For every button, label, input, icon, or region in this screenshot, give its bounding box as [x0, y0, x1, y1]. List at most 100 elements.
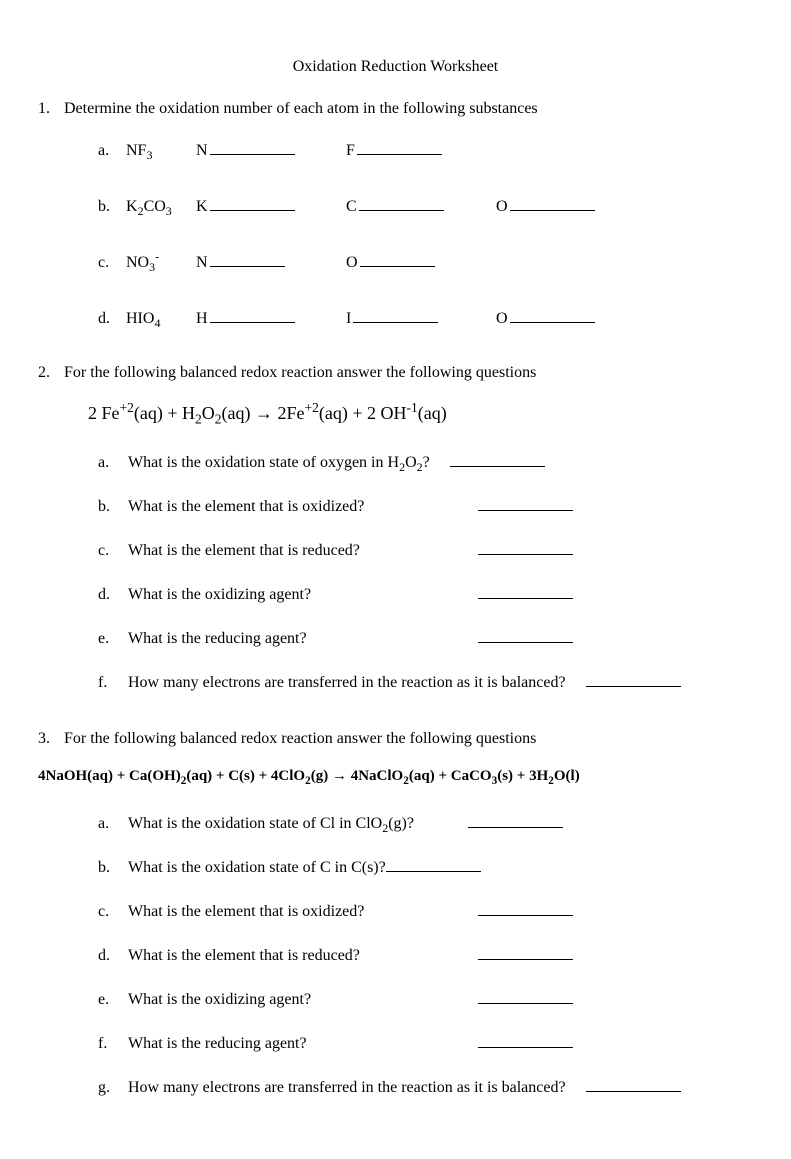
q3-text: For the following balanced redox reactio… [64, 730, 536, 747]
worksheet-page: Oxidation Reduction Worksheet 1. Determi… [0, 0, 791, 1159]
q2e-text: What is the reducing agent? [128, 630, 458, 648]
q3-number: 3. [38, 728, 60, 750]
blank [210, 250, 285, 267]
q3-sub-f: f. What is the reducing agent? [38, 1031, 753, 1053]
q1-number: 1. [38, 98, 60, 120]
q2-equation: 2 Fe+2(aq) + H2O2(aq) → 2Fe+2(aq) + 2 OH… [88, 403, 753, 424]
q3f-text: What is the reducing agent? [128, 1035, 458, 1053]
q3-sub-c: c. What is the element that is oxidized? [38, 899, 753, 921]
q2-subs: a. What is the oxidation state of oxygen… [38, 450, 753, 692]
q1-item-b: b. K2CO3 K C O [98, 194, 753, 216]
q1a-elem-0: N [196, 138, 346, 160]
blank [478, 494, 573, 511]
q2-sub-d: d. What is the oxidizing agent? [38, 582, 753, 604]
q1a-letter: a. [98, 142, 126, 160]
q1a-formula: NF3 [126, 142, 196, 160]
q1c-elem-0: N [196, 250, 346, 272]
q2-sub-b: b. What is the element that is oxidized? [38, 494, 753, 516]
q2b-text: What is the element that is oxidized? [128, 498, 458, 516]
blank [478, 582, 573, 599]
q3f-letter: f. [98, 1035, 128, 1053]
q2a-text: What is the oxidation state of oxygen in… [128, 454, 430, 472]
blank [478, 943, 573, 960]
q3d-letter: d. [98, 947, 128, 965]
blank [210, 306, 295, 323]
blank [478, 987, 573, 1004]
q1-item-d: d. HIO4 H I O [98, 306, 753, 328]
q3c-text: What is the element that is oxidized? [128, 903, 458, 921]
q2f-letter: f. [98, 674, 128, 692]
blank [586, 670, 681, 687]
q2-number: 2. [38, 362, 60, 384]
q3g-text: How many electrons are transferred in th… [128, 1079, 566, 1097]
q2d-text: What is the oxidizing agent? [128, 586, 458, 604]
blank [210, 194, 295, 211]
q1b-elem-1: C [346, 194, 496, 216]
q2e-letter: e. [98, 630, 128, 648]
q3e-letter: e. [98, 991, 128, 1009]
blank [478, 538, 573, 555]
q3-sub-b: b. What is the oxidation state of C in C… [38, 855, 753, 877]
q3b-text: What is the oxidation state of C in C(s)… [128, 859, 386, 877]
q3-sub-g: g. How many electrons are transferred in… [38, 1075, 753, 1097]
q3g-letter: g. [98, 1079, 128, 1097]
q2c-text: What is the element that is reduced? [128, 542, 458, 560]
blank [468, 811, 563, 828]
q3d-text: What is the element that is reduced? [128, 947, 458, 965]
q2-sub-e: e. What is the reducing agent? [38, 626, 753, 648]
q3-sub-d: d. What is the element that is reduced? [38, 943, 753, 965]
question-2: 2. For the following balanced redox reac… [38, 362, 753, 384]
q1d-letter: d. [98, 310, 126, 328]
q2-sub-f: f. How many electrons are transferred in… [38, 670, 753, 692]
q3-subs: a. What is the oxidation state of Cl in … [38, 811, 753, 1097]
q1d-formula: HIO4 [126, 310, 196, 328]
blank [359, 194, 444, 211]
q1-text: Determine the oxidation number of each a… [64, 100, 538, 117]
page-title: Oxidation Reduction Worksheet [38, 58, 753, 76]
q1-item-c: c. NO3- N O [98, 250, 753, 272]
q2-sub-c: c. What is the element that is reduced? [38, 538, 753, 560]
blank [478, 1031, 573, 1048]
q3e-text: What is the oxidizing agent? [128, 991, 458, 1009]
q3a-letter: a. [98, 815, 128, 833]
q2-sub-a: a. What is the oxidation state of oxygen… [38, 450, 753, 472]
q1b-elem-0: K [196, 194, 346, 216]
q1d-elem-1: I [346, 306, 496, 328]
q2a-letter: a. [98, 454, 128, 472]
q2-text: For the following balanced redox reactio… [64, 364, 536, 381]
q2f-text: How many electrons are transferred in th… [128, 674, 566, 692]
q1b-letter: b. [98, 198, 126, 216]
q1c-formula: NO3- [126, 254, 196, 272]
q3-sub-a: a. What is the oxidation state of Cl in … [38, 811, 753, 833]
blank [210, 138, 295, 155]
question-1: 1. Determine the oxidation number of eac… [38, 98, 753, 120]
blank [450, 450, 545, 467]
blank [510, 194, 595, 211]
q2d-letter: d. [98, 586, 128, 604]
q3b-letter: b. [98, 859, 128, 877]
blank [357, 138, 442, 155]
q1-item-a: a. NF3 N F [98, 138, 753, 160]
blank [510, 306, 595, 323]
q3a-text: What is the oxidation state of Cl in ClO… [128, 815, 463, 833]
q1a-elem-1: F [346, 138, 496, 160]
q1b-formula: K2CO3 [126, 198, 196, 216]
blank [360, 250, 435, 267]
blank [478, 899, 573, 916]
q3-sub-e: e. What is the oxidizing agent? [38, 987, 753, 1009]
q1c-letter: c. [98, 254, 126, 272]
q1-items: a. NF3 N F b. K2CO3 K C O c. NO3- N O d.… [38, 138, 753, 328]
q1d-elem-2: O [496, 306, 646, 328]
q2b-letter: b. [98, 498, 128, 516]
blank [353, 306, 438, 323]
blank [478, 626, 573, 643]
blank [586, 1075, 681, 1092]
q2c-letter: c. [98, 542, 128, 560]
q1b-elem-2: O [496, 194, 646, 216]
blank [386, 855, 481, 872]
question-3: 3. For the following balanced redox reac… [38, 728, 753, 750]
q1d-elem-0: H [196, 306, 346, 328]
q3-equation: 4NaOH(aq) + Ca(OH)2(aq) + C(s) + 4ClO2(g… [38, 768, 753, 785]
q1c-elem-1: O [346, 250, 496, 272]
q3c-letter: c. [98, 903, 128, 921]
